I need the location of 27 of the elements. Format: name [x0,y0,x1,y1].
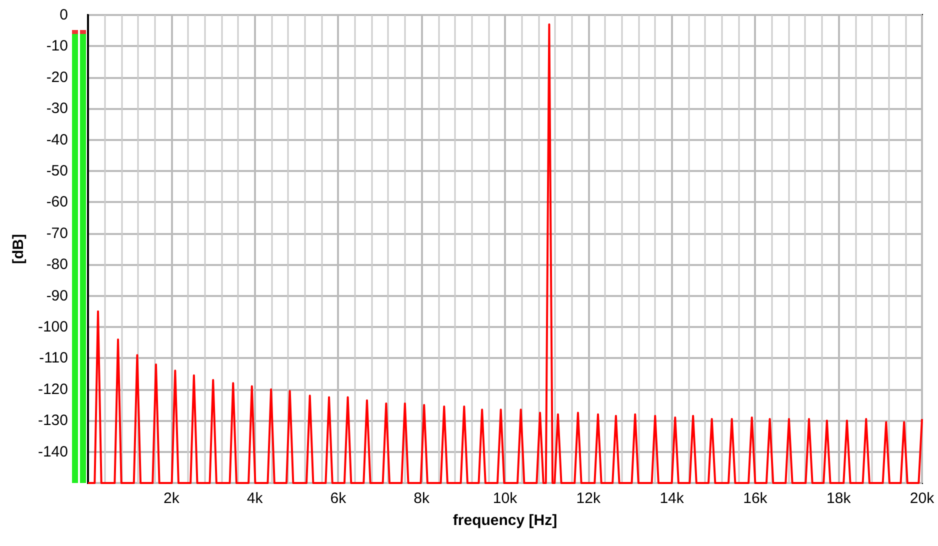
x-tick-label: 2k [163,490,180,507]
x-tick-label: 6k [330,490,347,507]
y-tick-label: -100 [38,318,68,336]
y-tick-label: -70 [46,224,68,242]
y-tick-label: -130 [38,412,68,430]
y-tick-label: -120 [38,380,68,398]
y-tick-label: -50 [46,162,68,180]
y-tick-label: -90 [46,287,68,304]
y-tick-label: -10 [46,38,68,55]
x-axis-title: frequency [Hz] [452,512,558,529]
y-axis-title: [dB] [10,234,27,264]
y-tick-label: -110 [39,350,68,367]
x-tick-label: 8k [414,490,430,507]
y-tick-label: -80 [46,256,68,274]
x-tick-label: 16k [743,490,768,507]
y-tick-label: -140 [38,443,68,460]
y-tick-label: -60 [46,194,68,211]
x-tick-label: 20k [910,490,935,507]
y-tick-label: 0 [60,6,68,24]
y-tick-label: -30 [46,100,68,118]
y-tick-label: -40 [46,131,68,148]
x-tick-label: 10k [492,490,518,507]
x-tick-label: 4k [246,490,264,507]
x-tick-label: 12k [576,490,601,507]
x-tick-label: 18k [826,490,852,507]
y-tick-label: -20 [46,68,68,86]
x-tick-label: 14k [660,490,684,507]
